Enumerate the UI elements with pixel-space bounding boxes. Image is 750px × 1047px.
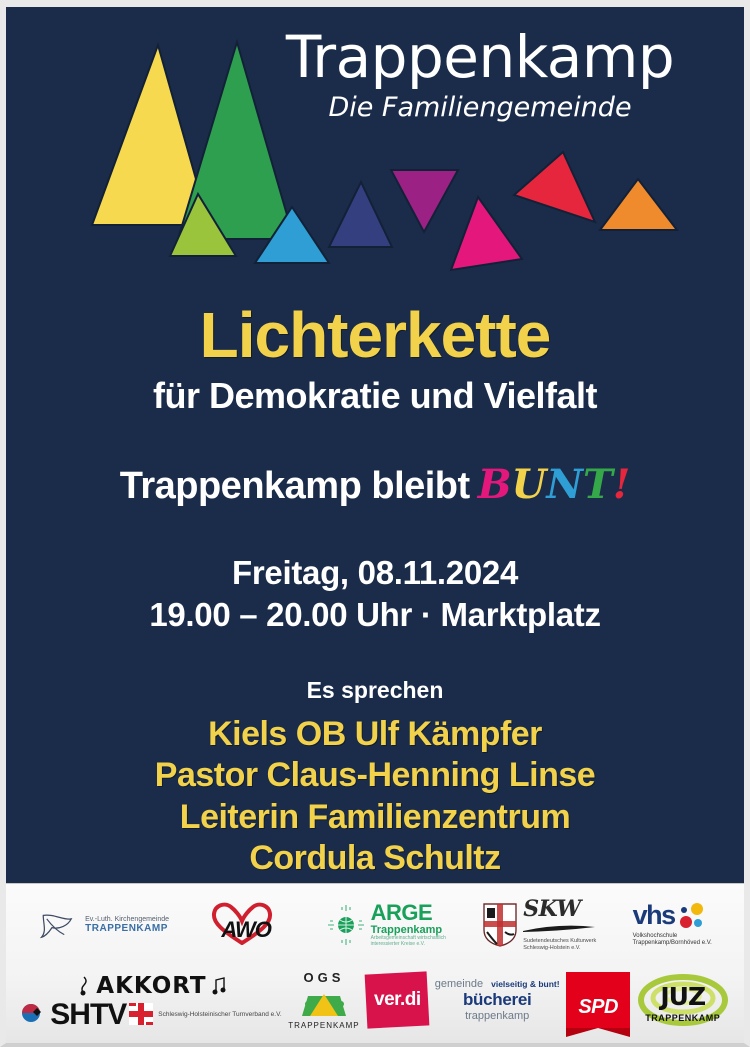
- triangle-lime-shape: [168, 191, 238, 257]
- sponsor-shtv: SHTV Schleswig-Holsteinischer Turnverban…: [21, 997, 282, 1031]
- coat-of-arms-icon: [483, 903, 517, 947]
- sponsor-row-2: AKKORT SHTV: [6, 962, 744, 1040]
- dove-icon: [39, 914, 73, 939]
- bunt-letter-n: N: [546, 461, 583, 509]
- kirchengemeinde-line2: TRAPPENKAMP: [85, 923, 168, 935]
- buecherei-line3: trappenkamp: [465, 1010, 530, 1022]
- triangle-yellow-shape: [90, 41, 211, 226]
- ogs-name: OGS: [303, 970, 345, 985]
- triangle-green-shape: [176, 38, 296, 240]
- poster-header: Trappenkamp Die Familiengemeinde: [6, 7, 744, 275]
- verdi-name: ver.di: [373, 989, 421, 1010]
- sponsor-spd: SPD: [566, 972, 631, 1037]
- buecherei-tagline: vielseitig & bunt!: [491, 979, 560, 989]
- sponsor-skw: SKW Sudetendeutsches Kulturwerk Schleswi…: [482, 898, 596, 951]
- spd-name: SPD: [578, 996, 618, 1018]
- bunt-letter-u: U: [511, 461, 547, 509]
- arge-town: Trappenkamp: [370, 924, 443, 937]
- slogan: Trappenkamp bleibt BUNT!: [24, 461, 726, 508]
- sponsor-akkort: AKKORT: [77, 972, 226, 999]
- speaker-name: Kiels OB Ulf Kämpfer: [208, 714, 542, 753]
- sponsor-akkort-shtv-group: AKKORT SHTV: [21, 972, 282, 1031]
- skw-swoosh-icon: [523, 925, 596, 933]
- speaker-name: Cordula Schultz: [249, 839, 501, 878]
- music-note-icon: [80, 976, 87, 995]
- poster-main: Lichterkette für Demokratie und Vielfalt…: [6, 303, 744, 880]
- sponsor-vhs: vhs Volkshochschule Trappenkamp/Bornhöve…: [632, 899, 712, 947]
- page-title: Lichterkette: [199, 299, 552, 371]
- slogan-bunt: BUNT!: [478, 461, 631, 508]
- juz-town: TRAPPENKAMP: [645, 1013, 721, 1023]
- triangle-orange-shape: [598, 177, 680, 231]
- shtv-flag-icon: [129, 1003, 154, 1025]
- vhs-sub2: Trappenkamp/Bornhöved e.V.: [632, 940, 712, 946]
- sponsor-juz: JUZ TRAPPENKAMP: [637, 974, 729, 1026]
- event-when: Freitag, 08.11.2024 19.00 – 20.00 Uhr · …: [24, 552, 726, 636]
- dots-icon: [679, 902, 703, 928]
- slogan-prefix: Trappenkamp bleibt: [119, 465, 470, 508]
- event-time-place: 19.00 – 20.00 Uhr · Marktplatz: [149, 596, 601, 634]
- page-subtitle: für Demokratie und Vielfalt: [153, 375, 597, 416]
- sponsor-arge: ARGE Trappenkamp Arbeitsgemeinschaft wir…: [326, 902, 446, 948]
- speaker-name: Pastor Claus-Henning Linse: [154, 756, 596, 795]
- sponsor-awo: AWO: [205, 901, 289, 949]
- sponsor-buecherei: gemeinde vielseitig & bunt! bücherei tra…: [435, 978, 560, 1022]
- speakers-intro: Es sprechen: [306, 676, 444, 703]
- arge-sub1: Arbeitsgemeinschaft wirtschaftlich: [370, 935, 446, 942]
- triangle-red-shape: [512, 150, 597, 224]
- skw-sub2: Schleswig-Holstein e.V.: [523, 944, 581, 951]
- bunt-letter-b: B: [477, 461, 512, 509]
- puzzle-house-icon: [301, 994, 346, 1016]
- sponsor-verdi: ver.di: [364, 971, 430, 1029]
- juz-name: JUZ: [660, 982, 706, 1011]
- skw-sub1: Sudetendeutsches Kulturwerk: [523, 937, 597, 944]
- sponsor-footer: Ev.-Luth. Kirchengemeinde TRAPPENKAMP AW…: [6, 883, 744, 1043]
- shtv-emblem-icon: [22, 1004, 42, 1022]
- triangle-purple-shape: [389, 169, 460, 235]
- buecherei-line2: bücherei: [462, 990, 532, 1009]
- arge-sub2: interessierter Kreise e.V.: [370, 941, 425, 948]
- speaker-name: Leiterin Familienzentrum: [179, 797, 571, 836]
- triangle-darkblue-shape: [327, 179, 394, 248]
- globe-icon: [327, 905, 364, 945]
- ogs-town: TRAPPENKAMP: [288, 1021, 360, 1030]
- shtv-sub1: Schleswig-Holsteinischer Turnverband e.V…: [158, 1011, 282, 1018]
- sponsor-kirchengemeinde: Ev.-Luth. Kirchengemeinde TRAPPENKAMP: [38, 908, 169, 942]
- triangle-magenta-shape: [449, 194, 524, 272]
- vhs-name: vhs: [632, 899, 677, 930]
- skw-name: SKW: [523, 896, 581, 923]
- triangle-lightblue-shape: [253, 205, 331, 264]
- vhs-sub1: Volkshochschule: [632, 932, 678, 939]
- bunt-letter-!: !: [612, 461, 631, 509]
- logo-triangles: [90, 38, 680, 272]
- sponsor-ogs: OGS TRAPPENKAMP: [288, 970, 359, 1030]
- shtv-name: SHTV: [50, 997, 127, 1031]
- swirl-icon: [637, 974, 728, 1026]
- heart-icon: [212, 902, 273, 945]
- akkort-name: AKKORT: [96, 972, 207, 999]
- sponsor-row-1: Ev.-Luth. Kirchengemeinde TRAPPENKAMP AW…: [6, 884, 744, 962]
- awo-name: AWO: [221, 917, 272, 942]
- music-note-icon-2: [212, 976, 226, 994]
- kirchengemeinde-line1: Ev.-Luth. Kirchengemeinde: [85, 915, 170, 923]
- speakers-list: Kiels OB Ulf Kämpfer Pastor Claus-Henning…: [24, 714, 726, 880]
- event-date: Freitag, 08.11.2024: [232, 554, 518, 592]
- arge-name: ARGE: [370, 900, 433, 926]
- buecherei-line1: gemeinde: [434, 978, 484, 990]
- bunt-letter-t: T: [582, 461, 613, 509]
